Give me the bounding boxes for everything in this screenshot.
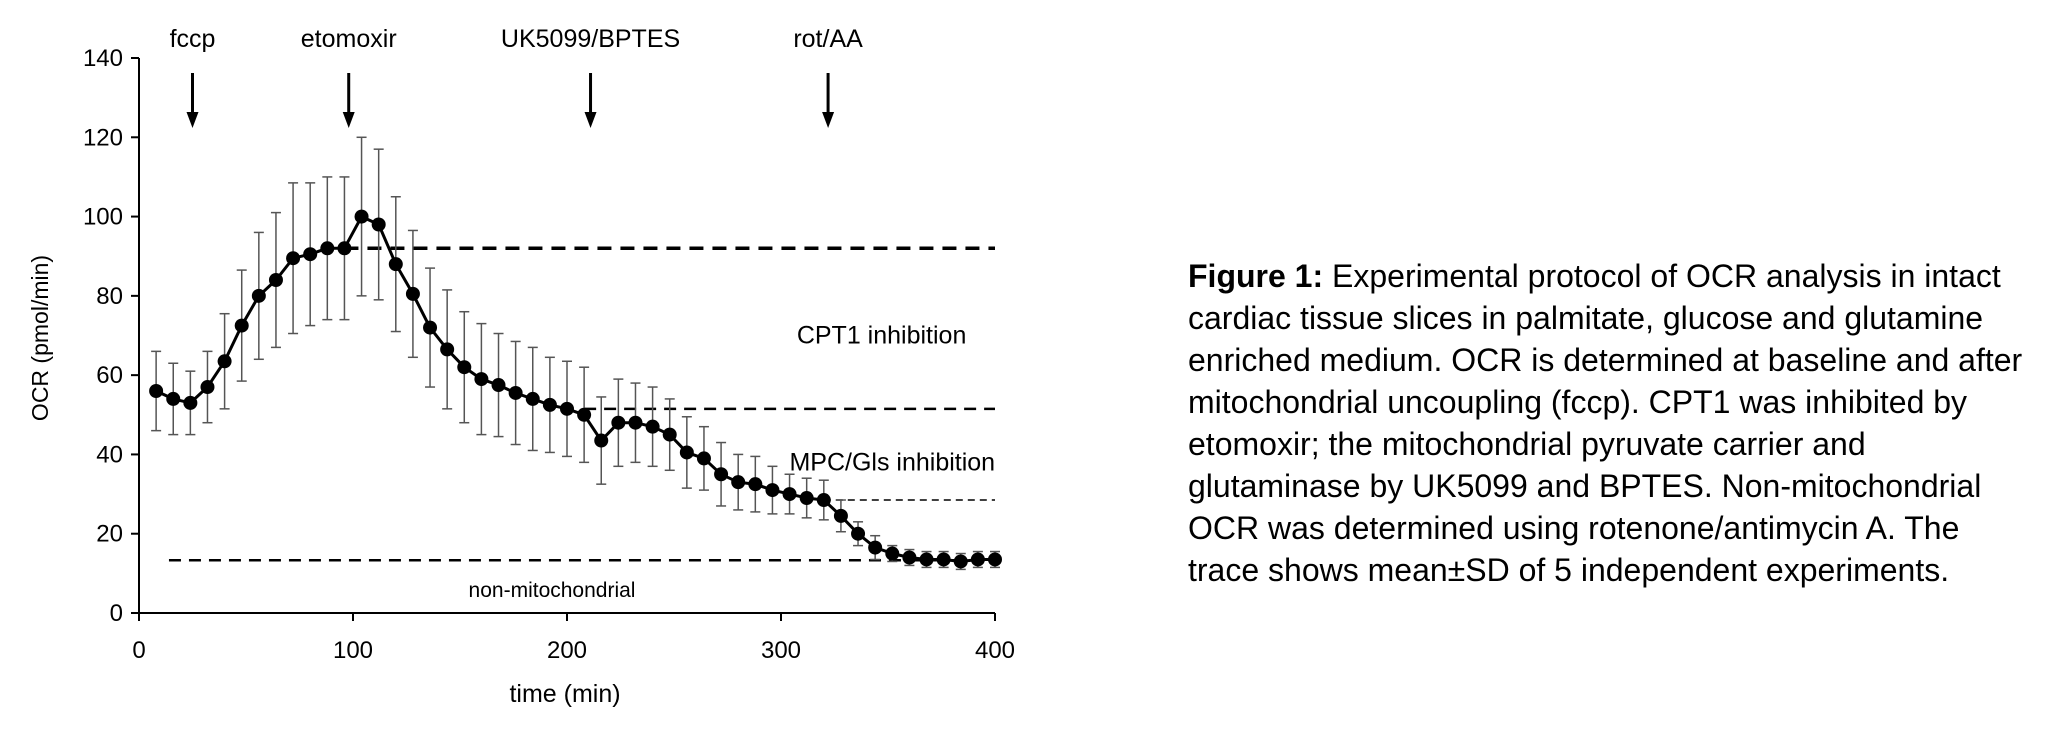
- data-point: [251, 288, 266, 303]
- arrow-head: [584, 112, 597, 128]
- data-point: [337, 241, 352, 256]
- data-point: [577, 407, 592, 422]
- y-tick-label: 0: [110, 600, 123, 627]
- data-point: [388, 257, 403, 272]
- data-point: [970, 552, 985, 567]
- data-point: [988, 552, 1002, 567]
- annotation-label: CPT1 inhibition: [797, 322, 967, 350]
- data-point: [851, 526, 866, 541]
- y-tick-label: 40: [96, 441, 123, 468]
- x-tick-label: 0: [132, 637, 145, 664]
- data-point: [714, 467, 729, 482]
- figure-caption: Figure 1: Experimental protocol of OCR a…: [1188, 255, 2038, 591]
- data-point: [525, 391, 540, 406]
- data-point: [166, 391, 181, 406]
- data-point: [200, 380, 215, 395]
- data-point: [611, 415, 626, 430]
- data-point: [782, 487, 797, 502]
- arrow-head: [186, 112, 199, 128]
- annotation-label: MPC/Gls inhibition: [789, 448, 995, 476]
- x-axis-label: time (min): [509, 680, 620, 708]
- data-point: [560, 401, 574, 416]
- data-point: [474, 372, 489, 387]
- data-point: [748, 477, 763, 492]
- data-point: [423, 320, 438, 335]
- data-point: [628, 415, 643, 430]
- y-axis-label: OCR (pmol/min): [27, 255, 53, 421]
- data-point: [371, 217, 386, 232]
- caption-text: Experimental protocol of OCR analysis in…: [1188, 258, 2023, 588]
- y-tick-label: 20: [96, 521, 123, 548]
- arrow-label: fccp: [170, 25, 216, 53]
- data-point: [183, 395, 198, 410]
- y-tick-label: 100: [83, 204, 123, 231]
- data-point: [594, 433, 609, 448]
- data-point: [405, 286, 420, 301]
- data-point: [919, 552, 934, 567]
- caption-label: Figure 1:: [1188, 258, 1324, 294]
- data-point: [679, 445, 694, 460]
- arrow-head: [822, 112, 835, 128]
- treatment-arrows: fccp etomoxir UK5099/BPTES rot/AA: [170, 25, 863, 128]
- data-point: [799, 491, 814, 506]
- arrow-label: rot/AA: [793, 25, 863, 53]
- data-series: [149, 209, 1002, 569]
- data-point: [457, 360, 472, 375]
- arrow-label: UK5099/BPTES: [501, 25, 680, 53]
- data-point: [696, 451, 711, 466]
- data-point: [268, 273, 283, 287]
- data-point: [731, 475, 746, 490]
- annotation-label: non-mitochondrial: [469, 579, 636, 602]
- data-point: [320, 241, 335, 256]
- data-point: [833, 508, 848, 523]
- data-point: [765, 483, 780, 498]
- data-point: [354, 209, 369, 224]
- data-point: [217, 354, 232, 369]
- data-point: [440, 342, 455, 357]
- data-point: [645, 419, 660, 434]
- arrow-head: [342, 112, 355, 128]
- data-point: [662, 427, 677, 442]
- data-point: [902, 550, 917, 565]
- y-tick-label: 80: [96, 283, 123, 310]
- arrow-label: etomoxir: [301, 25, 397, 53]
- series-line: [155, 214, 995, 564]
- chart-axes: 0 20 40 60 80 100 120 140 0 100 200 300 400: [83, 45, 1015, 664]
- data-point: [508, 385, 523, 400]
- chart-annotations: CPT1 inhibition MPC/Gls inhibition non-mit…: [469, 322, 996, 603]
- x-tick-label: 200: [547, 637, 587, 664]
- data-point: [868, 540, 883, 555]
- data-point: [885, 546, 900, 561]
- data-point: [234, 318, 249, 333]
- x-tick-label: 300: [761, 637, 801, 664]
- data-point: [936, 552, 951, 567]
- x-tick-label: 100: [333, 637, 373, 664]
- error-bars: [151, 136, 1000, 571]
- data-point: [149, 384, 164, 398]
- y-tick-label: 60: [96, 362, 123, 389]
- data-point: [542, 397, 557, 412]
- data-point: [953, 554, 968, 569]
- data-point: [303, 247, 318, 262]
- y-tick-label: 140: [83, 45, 123, 72]
- data-point: [491, 378, 506, 393]
- y-tick-label: 120: [83, 124, 123, 151]
- data-point: [816, 493, 831, 508]
- x-tick-label: 400: [975, 637, 1015, 664]
- data-point: [286, 251, 301, 266]
